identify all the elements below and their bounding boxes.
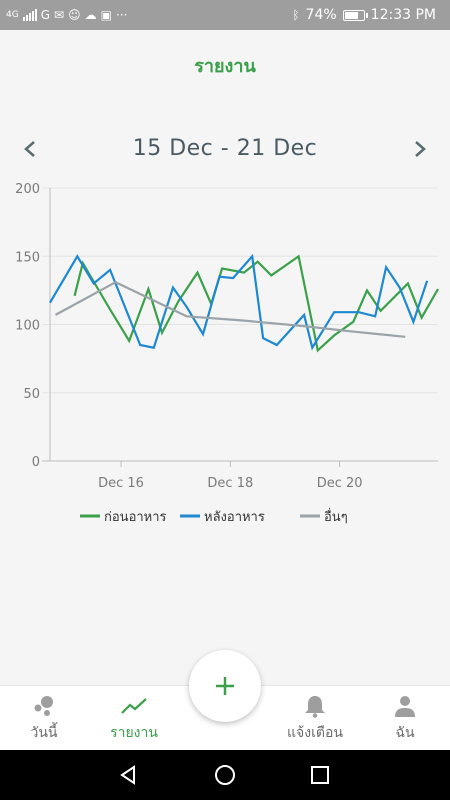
system-navigation-bar bbox=[0, 750, 450, 800]
recents-square-icon bbox=[311, 766, 329, 784]
nav-today[interactable]: วันนี้ bbox=[4, 686, 84, 751]
panda-icon: ☺ bbox=[68, 8, 81, 22]
system-home-button[interactable] bbox=[195, 750, 255, 800]
y-tick-label: 0 bbox=[32, 455, 40, 470]
previous-week-button[interactable] bbox=[15, 134, 45, 164]
google-icon: G bbox=[40, 8, 51, 22]
nav-alerts[interactable]: แจ้งเตือน bbox=[275, 686, 355, 751]
next-week-button[interactable] bbox=[405, 134, 435, 164]
dots-icon bbox=[32, 693, 56, 719]
x-tick-label: Dec 20 bbox=[317, 476, 363, 491]
nav-me-label: ฉัน bbox=[395, 725, 415, 741]
plus-icon bbox=[216, 677, 234, 695]
legend-label: หลังอาหาร bbox=[204, 510, 265, 525]
glucose-chart: 0 50 100 150 200 Dec 16 Dec 18 Dec 20 ก่อนอาหาร ห… bbox=[0, 178, 450, 538]
signal-icon bbox=[22, 9, 37, 21]
legend-label: ก่อนอาหาร bbox=[104, 510, 167, 525]
bluetooth-icon: ᛒ bbox=[292, 8, 300, 22]
clock: 12:33 PM bbox=[370, 7, 436, 23]
nav-report-label: รายงาน bbox=[110, 725, 158, 741]
battery-percent: 74% bbox=[305, 7, 337, 23]
status-icons: 4G G ✉ ☺ ☁ ▣ ··· bbox=[6, 0, 127, 30]
bell-icon bbox=[304, 693, 326, 719]
more-notifications-icon: ··· bbox=[115, 8, 128, 22]
trending-icon bbox=[121, 693, 147, 719]
app-header: รายงาน bbox=[0, 30, 450, 100]
x-tick-label: Dec 18 bbox=[207, 476, 253, 491]
date-range: 15 Dec - 21 Dec bbox=[132, 136, 318, 161]
page-title: รายงาน bbox=[194, 55, 256, 77]
person-icon bbox=[394, 693, 416, 719]
x-tick-label: Dec 16 bbox=[98, 476, 144, 491]
y-tick-label: 200 bbox=[15, 182, 40, 197]
cloud-icon: ☁ bbox=[84, 8, 97, 22]
y-tick-label: 50 bbox=[23, 387, 40, 402]
series-line-1 bbox=[49, 253, 429, 351]
series-line-2 bbox=[54, 280, 406, 338]
date-navigator: 15 Dec - 21 Dec bbox=[0, 128, 450, 172]
image-icon: ▣ bbox=[100, 8, 112, 22]
y-tick-label: 150 bbox=[15, 250, 40, 265]
system-back-button[interactable] bbox=[98, 750, 158, 800]
battery-icon bbox=[342, 9, 368, 21]
system-recents-button[interactable] bbox=[290, 750, 350, 800]
chevron-right-icon bbox=[415, 141, 426, 157]
mail-icon: ✉ bbox=[54, 8, 65, 22]
back-triangle-icon bbox=[120, 765, 135, 785]
status-bar: 4G G ✉ ☺ ☁ ▣ ··· ᛒ 74% 12:33 PM bbox=[0, 0, 450, 30]
nav-me[interactable]: ฉัน bbox=[365, 686, 445, 751]
legend-label: อื่นๆ bbox=[324, 508, 348, 525]
nav-alerts-label: แจ้งเตือน bbox=[287, 725, 343, 741]
add-record-button[interactable] bbox=[189, 650, 261, 722]
chevron-left-icon bbox=[24, 141, 35, 157]
nav-today-label: วันนี้ bbox=[30, 725, 58, 741]
nav-report[interactable]: รายงาน bbox=[94, 686, 174, 751]
network-type: 4G bbox=[6, 9, 19, 20]
line-chart: 0 50 100 150 200 Dec 16 Dec 18 Dec 20 ก่อนอาหาร ห… bbox=[15, 182, 439, 525]
series-line-0 bbox=[73, 254, 439, 353]
status-info: ᛒ 74% 12:33 PM bbox=[292, 0, 436, 30]
y-tick-label: 100 bbox=[15, 319, 40, 334]
home-circle-icon bbox=[215, 765, 235, 785]
